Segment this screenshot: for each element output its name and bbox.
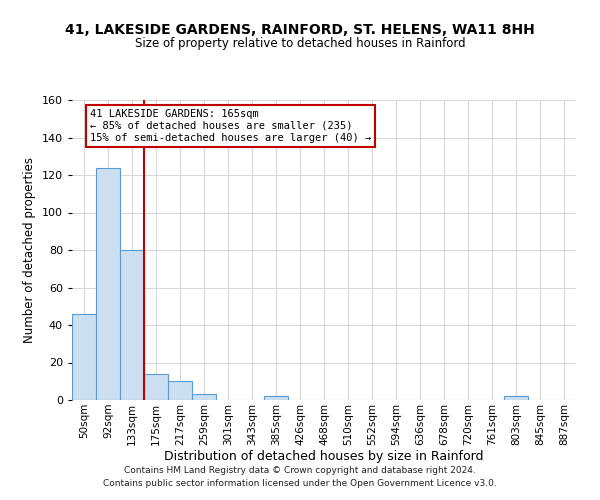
Bar xyxy=(120,250,144,400)
X-axis label: Distribution of detached houses by size in Rainford: Distribution of detached houses by size … xyxy=(164,450,484,464)
Text: Contains HM Land Registry data © Crown copyright and database right 2024.
Contai: Contains HM Land Registry data © Crown c… xyxy=(103,466,497,487)
Bar xyxy=(144,374,168,400)
Text: Size of property relative to detached houses in Rainford: Size of property relative to detached ho… xyxy=(134,38,466,51)
Y-axis label: Number of detached properties: Number of detached properties xyxy=(23,157,36,343)
Bar xyxy=(192,394,216,400)
Text: 41, LAKESIDE GARDENS, RAINFORD, ST. HELENS, WA11 8HH: 41, LAKESIDE GARDENS, RAINFORD, ST. HELE… xyxy=(65,22,535,36)
Bar xyxy=(264,396,288,400)
Text: 41 LAKESIDE GARDENS: 165sqm
← 85% of detached houses are smaller (235)
15% of se: 41 LAKESIDE GARDENS: 165sqm ← 85% of det… xyxy=(90,110,371,142)
Bar xyxy=(504,396,528,400)
Bar xyxy=(72,314,96,400)
Bar xyxy=(168,381,192,400)
Bar xyxy=(96,168,120,400)
